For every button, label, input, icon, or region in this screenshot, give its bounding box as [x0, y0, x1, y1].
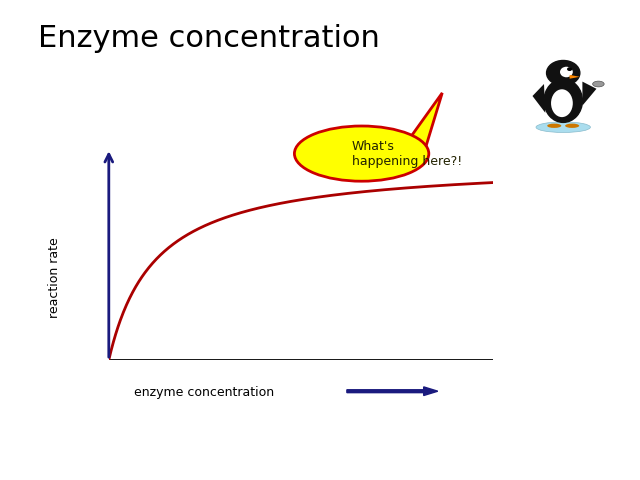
Text: reaction rate: reaction rate — [48, 238, 61, 318]
Text: What's
happening here?!: What's happening here?! — [352, 140, 462, 168]
Text: Enzyme concentration: Enzyme concentration — [38, 24, 380, 53]
Text: enzyme concentration: enzyme concentration — [134, 386, 275, 399]
